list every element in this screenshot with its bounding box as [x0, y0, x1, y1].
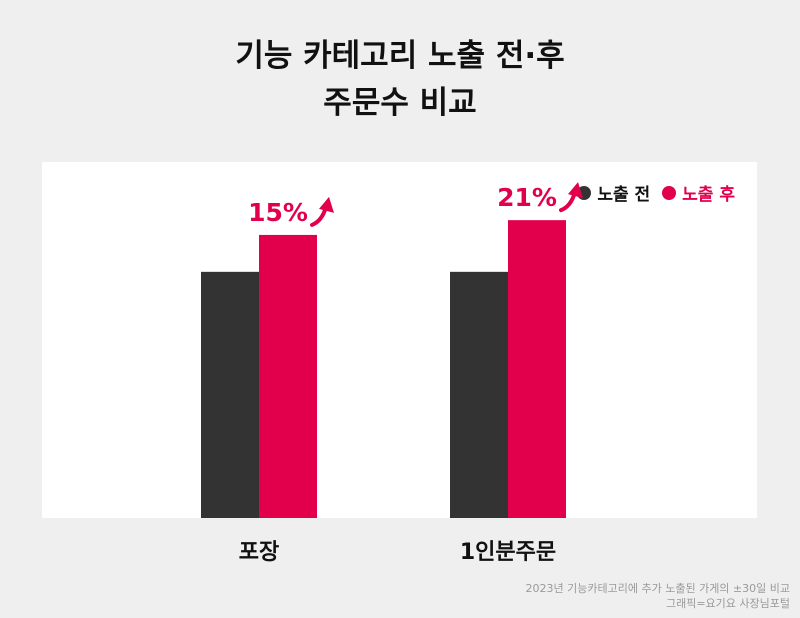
legend-swatch-after — [662, 185, 677, 200]
legend-label-before: 노출 전 — [597, 185, 651, 205]
trend-up-arrow-icon-1 — [559, 182, 583, 213]
footnote: 2023년 기능카테고리에 추가 노출된 가게의 ±30일 비교 그래픽=요기요… — [526, 581, 790, 611]
category-label-single-portion: 1인분주문 — [459, 540, 557, 565]
bar-before-0 — [201, 271, 259, 518]
bar-before-1 — [450, 271, 508, 518]
chart-title: 기능 카테고리 노출 전·후 주문수 비교 — [0, 33, 800, 127]
trend-up-arrow-icon-0 — [310, 196, 334, 227]
footnote-source: 2023년 기능카테고리에 추가 노출된 가게의 ±30일 비교 — [525, 582, 790, 595]
legend-item-after: 노출 후 — [662, 180, 735, 205]
legend-label-after: 노출 후 — [682, 185, 735, 205]
footnote-credit: 그래픽=요기요 사장님포털 — [665, 597, 790, 610]
bar-after-0 — [259, 234, 317, 518]
chart-title-line1: 기능 카테고리 노출 전·후 — [235, 38, 565, 74]
bar-after-1 — [508, 220, 566, 518]
chart-title-line2: 주문수 비교 — [323, 85, 477, 121]
growth-label-0: 15% — [248, 198, 308, 227]
chart-panel: 노출 전 노출 후 — [42, 162, 757, 518]
category-label-takeout: 포장 — [238, 540, 280, 565]
growth-label-1: 21% — [497, 183, 557, 212]
